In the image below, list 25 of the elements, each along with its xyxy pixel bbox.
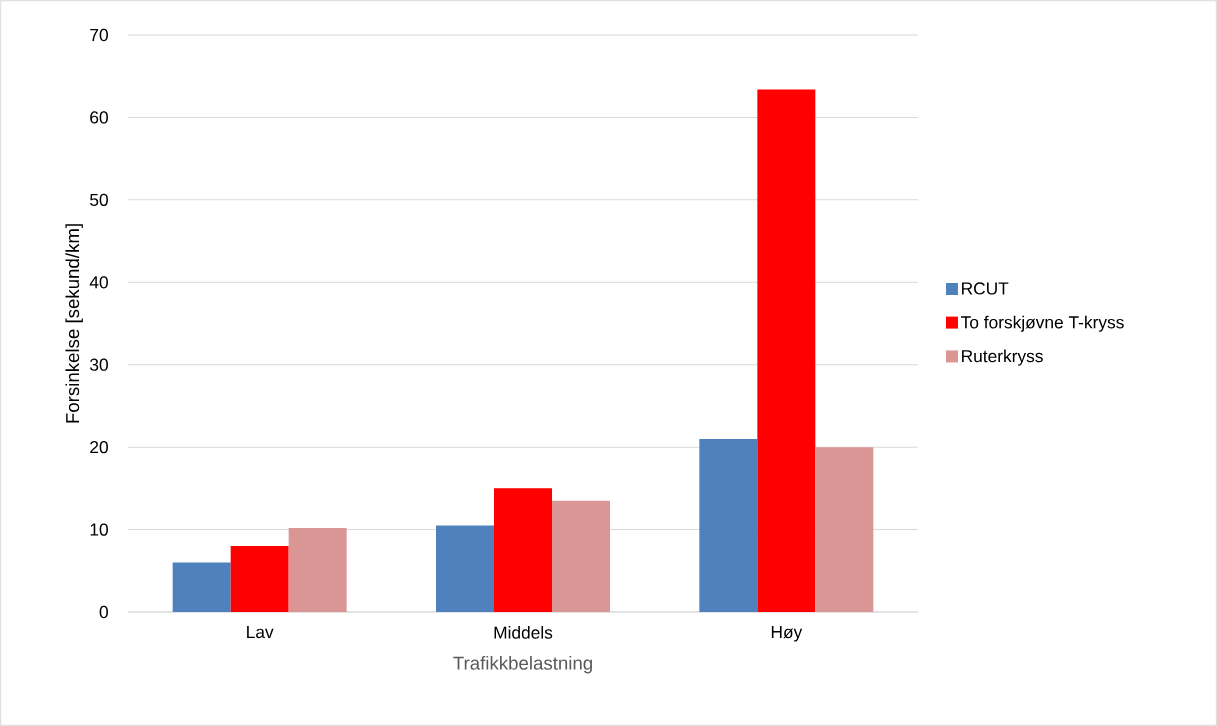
legend-label: Ruterkryss xyxy=(962,349,1043,366)
bar xyxy=(230,546,289,612)
bar xyxy=(699,438,758,612)
bar xyxy=(494,488,553,612)
y-tick-label: 0 xyxy=(99,605,108,619)
y-tick-label: 20 xyxy=(90,441,108,454)
bar xyxy=(436,525,494,612)
y-tick-label: 70 xyxy=(90,28,108,42)
y-axis-title: Forsinkelse [sekund/km] xyxy=(65,224,83,423)
y-tick-label: 10 xyxy=(90,523,108,536)
bar xyxy=(288,527,347,612)
x-tick-label: Lav xyxy=(247,626,274,639)
y-tick-label: 30 xyxy=(90,358,108,371)
legend-label: To forskjøvne T-kryss xyxy=(961,315,1124,332)
bar xyxy=(552,500,610,612)
x-tick-label: Høy xyxy=(771,626,803,642)
y-tick-label: 40 xyxy=(89,276,108,289)
x-tick-label: Middels xyxy=(494,626,553,639)
bar xyxy=(172,562,231,612)
legend-label: RCUT xyxy=(962,282,1009,295)
y-tick-label: 50 xyxy=(90,193,108,206)
bar xyxy=(757,89,816,612)
x-axis-title: Trafikkbelastning xyxy=(453,656,592,674)
bar xyxy=(815,447,874,612)
y-tick-label: 60 xyxy=(90,111,108,124)
